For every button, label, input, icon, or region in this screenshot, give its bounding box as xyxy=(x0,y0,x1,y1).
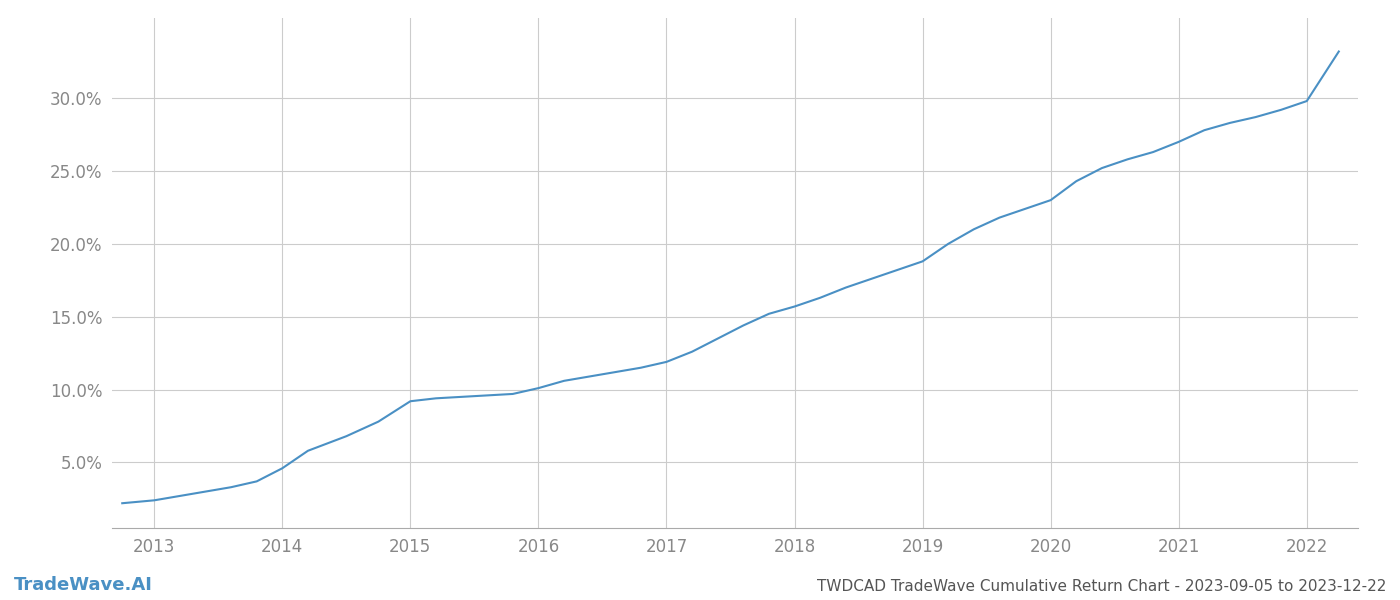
Text: TradeWave.AI: TradeWave.AI xyxy=(14,576,153,594)
Text: TWDCAD TradeWave Cumulative Return Chart - 2023-09-05 to 2023-12-22: TWDCAD TradeWave Cumulative Return Chart… xyxy=(816,579,1386,594)
